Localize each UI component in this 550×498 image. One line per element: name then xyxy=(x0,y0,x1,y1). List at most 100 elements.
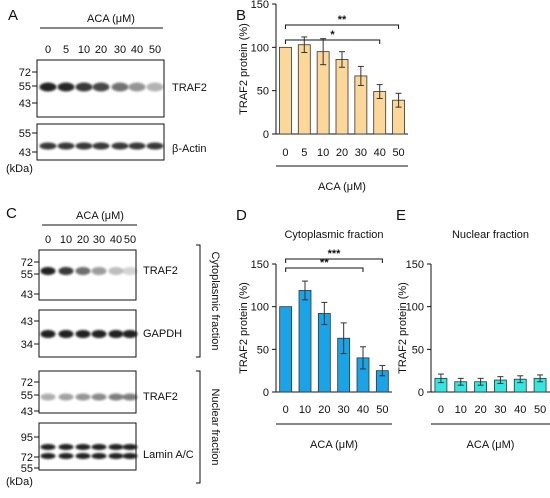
panel-a-actin-band xyxy=(57,142,75,150)
significance-bracket xyxy=(284,24,400,29)
x-tick-label-30: 30 xyxy=(338,404,350,416)
y-tick-label-150: 150 xyxy=(406,259,424,271)
chart-e-letter: E xyxy=(396,207,406,224)
x-tick-label-0: 0 xyxy=(438,404,444,416)
panel-c-nuc-traf2-band xyxy=(40,393,56,401)
panel-c-lamin-band-upper xyxy=(122,444,138,450)
panel-a-actin-marker-43-label: 43 xyxy=(19,147,31,159)
bar-10 xyxy=(298,290,312,393)
panel-a-lane-5-label: 5 xyxy=(63,44,69,56)
panel-c-gapdh-band xyxy=(75,330,91,338)
panel-a-traf2-band xyxy=(146,82,164,92)
panel-a-traf2-band xyxy=(111,82,129,92)
panel-c-lamin-band-upper xyxy=(58,444,74,450)
x-tick-label-50: 50 xyxy=(534,404,546,416)
bar-20 xyxy=(317,313,331,393)
panel-a-header: ACA (μM) xyxy=(87,13,135,25)
panel-c-lamin-band-upper xyxy=(75,444,91,450)
panel-c-cyto-traf2-band xyxy=(40,267,56,275)
significance-label: *** xyxy=(328,248,342,260)
panel-a-traf2-band xyxy=(39,82,57,92)
panel-c-nuc-traf2-band xyxy=(91,393,107,401)
panel-c-lamin-band-lower xyxy=(58,453,74,459)
panel-c-gapdh-marker-43-label: 43 xyxy=(21,316,33,328)
panel-c-lamin-band-lower xyxy=(91,453,107,459)
panel-a-traf2-band xyxy=(92,82,110,92)
y-tick-label-0: 0 xyxy=(418,387,424,399)
cytoplasmic-fraction-bracket xyxy=(196,244,201,358)
panel-a-actin-label: β-Actin xyxy=(172,143,206,155)
y-tick-label-100: 100 xyxy=(251,302,269,314)
panel-c-lamin-band-upper xyxy=(108,444,124,450)
panel-a-actin-band xyxy=(128,142,146,150)
bar-20 xyxy=(335,59,349,135)
chart-title: Cytoplasmic fraction xyxy=(284,229,383,241)
significance-label: ** xyxy=(320,257,329,269)
panel-c-nuc-traf2-marker-55-label: 55 xyxy=(21,390,33,402)
chart-b: B 0 50 100 150 TRAF2 protein (%) 0 5 10 20 30 40 50 A… xyxy=(236,0,408,193)
panel-c-gapdh-marker-34-label: 34 xyxy=(21,339,33,351)
panel-c-cyto-traf2-band xyxy=(75,267,91,275)
y-tick-label-100: 100 xyxy=(406,302,424,314)
panel-c-nuc-traf2-marker-43-label: 43 xyxy=(21,406,33,418)
panel-a-lane-40-label: 40 xyxy=(131,44,143,56)
panel-a-unit: (kDa) xyxy=(6,163,33,175)
panel-a-letter: A xyxy=(8,7,18,24)
y-axis-label: TRAF2 protein (%) xyxy=(238,23,250,115)
panel-c-lamin-band-lower xyxy=(75,453,91,459)
significance-bracket xyxy=(285,258,383,263)
panel-a-actin-blot xyxy=(36,123,165,161)
panel-c-nuc-traf2-band xyxy=(58,393,74,401)
panel-c-gapdh-band xyxy=(122,330,138,338)
panel-c-lamin-band-upper xyxy=(40,444,56,450)
panel-c-nuc-traf2-marker-72-label: 72 xyxy=(21,377,33,389)
panel-c-header: ACA (μM) xyxy=(76,210,124,222)
x-tick-label-10: 10 xyxy=(317,147,329,159)
panel-a-lane-10-label: 10 xyxy=(78,44,90,56)
panel-a-traf2-marker-43-label: 43 xyxy=(19,98,31,110)
panel-c-gapdh-band xyxy=(108,330,124,338)
panel-a-traf2-marker-72-label: 72 xyxy=(19,67,31,79)
chart-title: Nuclear fraction xyxy=(452,229,529,241)
panel-a-actin-band xyxy=(92,142,110,150)
panel-c-nuc-traf2-band xyxy=(75,393,91,401)
panel-c-lamin-marker-55-label: 55 xyxy=(21,463,33,475)
x-tick-label-40: 40 xyxy=(374,147,386,159)
x-tick-label-10: 10 xyxy=(299,404,311,416)
bar-0 xyxy=(279,46,292,135)
significance-bracket xyxy=(285,267,364,272)
panel-c-lane-30-label: 30 xyxy=(93,234,105,246)
panel-c-nuc-traf2-blot xyxy=(38,370,137,414)
panel-a-traf2-band xyxy=(128,82,146,92)
y-tick-label-150: 150 xyxy=(251,259,269,271)
panel-c-letter: C xyxy=(6,205,17,222)
panel-a-traf2-band xyxy=(57,82,75,92)
panel-c-lane-10-label: 10 xyxy=(60,234,72,246)
nuclear-fraction-label: Nuclear fraction xyxy=(209,388,221,465)
panel-c-lamin-marker-95-label: 95 xyxy=(21,432,33,444)
x-tick-label-30: 30 xyxy=(355,147,367,159)
panel-a-traf2-band xyxy=(75,82,93,92)
x-tick-label-20: 20 xyxy=(336,147,348,159)
panel-a-traf2-label: TRAF2 xyxy=(172,82,207,94)
x-tick-label-30: 30 xyxy=(494,404,506,416)
panel-c-cyto-traf2-band xyxy=(122,267,138,275)
x-tick-label-0: 0 xyxy=(283,404,289,416)
y-tick-label-50: 50 xyxy=(257,86,269,98)
panel-a-lane-20-label: 20 xyxy=(95,44,107,56)
chart-b-letter: B xyxy=(236,7,246,24)
panel-a-lane-30-label: 30 xyxy=(114,44,126,56)
y-tick-label-50: 50 xyxy=(412,344,424,356)
x-tick-label-20: 20 xyxy=(318,404,330,416)
x-tick-label-50: 50 xyxy=(392,147,404,159)
x-tick-label-10: 10 xyxy=(455,404,467,416)
y-axis-label: TRAF2 protein (%) xyxy=(397,282,409,374)
panel-c-cyto-traf2-band xyxy=(91,267,107,275)
x-axis-label: ACA (μM) xyxy=(318,181,366,193)
cytoplasmic-fraction-label: Cytoplasmic fraction xyxy=(209,251,221,350)
panel-c-lamin-band-upper xyxy=(91,444,107,450)
panel-a-lane-0-label: 0 xyxy=(45,44,51,56)
x-tick-label-40: 40 xyxy=(514,404,526,416)
